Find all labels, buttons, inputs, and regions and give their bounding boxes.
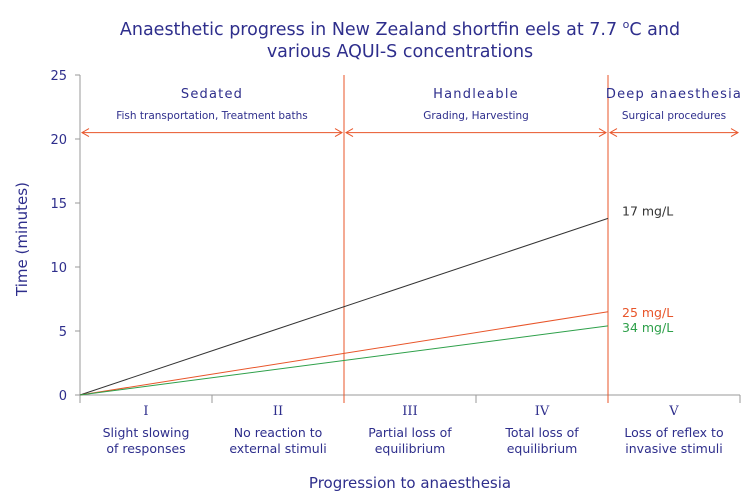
y-tick-label: 20 bbox=[50, 133, 67, 148]
phase-arrow-head-left bbox=[80, 128, 90, 138]
stage-description-line-1: Partial loss of bbox=[368, 425, 452, 440]
y-tick-label: 15 bbox=[50, 197, 67, 212]
stage-numeral: V bbox=[668, 404, 679, 419]
series-line bbox=[79, 311, 609, 396]
stage-numeral: III bbox=[402, 404, 417, 419]
phase-arrow-head-left bbox=[608, 128, 618, 138]
phase-arrow-head-left bbox=[344, 128, 354, 138]
stage-description-line-1: Loss of reflex to bbox=[624, 425, 723, 440]
y-tick-label: 25 bbox=[50, 69, 67, 84]
series-lines: 17 mg/L 25 mg/L34 mg/L bbox=[79, 203, 673, 396]
stage-description-line-2: equilibrium bbox=[375, 441, 446, 456]
y-tick-label: 10 bbox=[50, 261, 67, 276]
stage-description-line-2: equilibrium bbox=[507, 441, 578, 456]
stage-description-line-2: external stimuli bbox=[229, 441, 326, 456]
series-line bbox=[79, 325, 609, 396]
phase-annotations: Sedated Fish transportation, Treatment ba… bbox=[80, 75, 742, 403]
stage-numeral: IV bbox=[535, 404, 550, 419]
stage-description-line-1: Slight slowing bbox=[103, 425, 190, 440]
stage-description-line-1: No reaction to bbox=[234, 425, 323, 440]
stage-description-line-2: invasive stimuli bbox=[625, 441, 722, 456]
phase-arrow-head-right bbox=[598, 128, 608, 138]
phase-activities: Fish transportation, Treatment baths bbox=[116, 110, 308, 122]
series-label: 25 mg/L bbox=[622, 305, 673, 320]
y-axis-label: Time (minutes) bbox=[13, 182, 31, 297]
phase-name: Sedated bbox=[181, 87, 243, 102]
phase-activities: Surgical procedures bbox=[622, 110, 726, 122]
chart-title-line-2: various AQUI-S concentrations bbox=[267, 42, 533, 62]
y-tick-label: 5 bbox=[59, 325, 67, 340]
stage-description-line-1: Total loss of bbox=[504, 425, 579, 440]
phase-arrow-head-right bbox=[730, 128, 740, 138]
stage-numeral: II bbox=[273, 404, 283, 419]
stage-description-line-2: of responses bbox=[106, 441, 185, 456]
series-label: 34 mg/L bbox=[622, 320, 673, 335]
phase-name: Handleable bbox=[433, 87, 519, 102]
x-axis-label: Progression to anaesthesia bbox=[309, 474, 511, 492]
y-tick-label: 0 bbox=[59, 389, 67, 404]
series-line bbox=[79, 217, 609, 396]
chart-title-line-1: Anaesthetic progress in New Zealand shor… bbox=[120, 18, 680, 40]
axes: 0 5 10 15 20 25 bbox=[50, 69, 741, 404]
series-label: 17 mg/L bbox=[622, 203, 673, 218]
phase-arrow-head-right bbox=[334, 128, 344, 138]
phase-activities: Grading, Harvesting bbox=[423, 110, 529, 122]
phase-name: Deep anaesthesia bbox=[606, 87, 742, 102]
degree-sign: o bbox=[623, 18, 630, 31]
stage-numeral: I bbox=[143, 404, 148, 419]
